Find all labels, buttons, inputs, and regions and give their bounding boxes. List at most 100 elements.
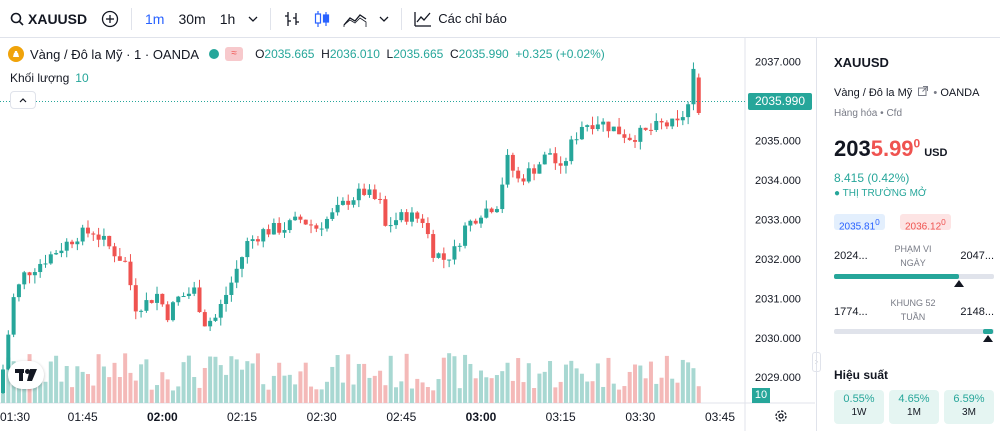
volume-bar xyxy=(117,377,122,403)
performance-1m[interactable]: 4.65% 1M xyxy=(889,390,939,424)
volume-bar xyxy=(155,385,160,403)
interval-30m[interactable]: 30m xyxy=(178,10,206,27)
candle-body xyxy=(117,256,122,261)
day-price-marker-icon xyxy=(953,280,964,287)
candle-body xyxy=(590,125,595,130)
candle-body xyxy=(425,223,430,235)
chart-settings-button[interactable] xyxy=(773,408,789,429)
performance-title: Hiệu suất xyxy=(834,368,889,382)
candle-body xyxy=(181,296,186,298)
volume-bar xyxy=(282,375,287,403)
candle-body xyxy=(553,153,558,164)
area-style-button[interactable] xyxy=(337,0,373,38)
tradingview-logo[interactable] xyxy=(8,361,44,389)
candle-body xyxy=(431,234,436,258)
day-range-bar xyxy=(834,274,994,279)
high-value: 2036.010 xyxy=(329,47,380,61)
candle-body xyxy=(85,227,90,234)
volume-bar xyxy=(691,368,696,403)
candle-body xyxy=(601,121,606,125)
panel-description: Vàng / Đô la Mỹ • OANDA xyxy=(834,86,979,99)
volume-bar xyxy=(590,381,595,403)
candle-body xyxy=(484,208,489,218)
volume-label[interactable]: Khối lượng xyxy=(10,71,70,85)
volume-bar xyxy=(484,377,489,403)
candle-body xyxy=(516,170,521,179)
interval-dropdown[interactable] xyxy=(242,0,264,38)
candle-body xyxy=(510,154,515,171)
close-value: 2035.990 xyxy=(458,47,509,61)
volume-bar xyxy=(319,389,324,403)
volume-bar xyxy=(372,375,377,403)
market-open-dot-icon xyxy=(209,49,220,59)
series-title[interactable]: Vàng / Đô la Mỹ · 1 · OANDA xyxy=(30,46,200,62)
y-tick-label: 2037.000 xyxy=(755,57,801,69)
perf-label: 1M xyxy=(907,407,921,418)
candle-body xyxy=(27,272,32,276)
open-value: 2035.665 xyxy=(264,47,315,61)
bid-price[interactable]: 2035.810 xyxy=(834,214,885,232)
candle-body xyxy=(691,68,696,105)
volume-bar xyxy=(64,366,69,403)
bar-style-button[interactable] xyxy=(277,0,307,38)
plus-circle-icon xyxy=(101,10,119,27)
performance-3m[interactable]: 6.59% 3M xyxy=(944,390,994,424)
x-tick-label: 01:45 xyxy=(68,410,98,424)
performance-1w[interactable]: 0.55% 1W xyxy=(834,390,884,424)
volume-bar xyxy=(303,362,308,403)
day-high: 2047... xyxy=(960,250,994,262)
ask-value: 2036.12 xyxy=(905,221,942,233)
panel-price: 2035.990USD xyxy=(834,136,947,162)
external-link-icon[interactable] xyxy=(918,86,929,96)
week52-low: 1774... xyxy=(834,306,868,318)
volume-bar xyxy=(686,362,691,403)
style-dropdown[interactable] xyxy=(373,0,395,38)
volume-bar xyxy=(85,374,90,403)
candle-body xyxy=(16,284,21,298)
candle-body xyxy=(218,303,223,318)
volume-bar xyxy=(633,364,638,403)
volume-bar xyxy=(75,366,80,403)
delay-badge[interactable]: ≈ xyxy=(225,47,244,61)
perf-label: 1W xyxy=(851,407,867,418)
ask-price[interactable]: 2036.120 xyxy=(900,214,951,233)
current-price-tag: 2035.990 xyxy=(748,93,812,111)
candle-body xyxy=(569,139,574,162)
candles-style-button[interactable] xyxy=(307,0,337,38)
top-toolbar: XAUUSD 1m 30m 1h Các chỉ báo xyxy=(0,0,1000,38)
indicators-label: Các chỉ báo xyxy=(438,11,507,26)
volume-bar xyxy=(452,356,457,403)
candle-body xyxy=(627,137,632,141)
compare-button[interactable] xyxy=(95,0,125,38)
candle-body xyxy=(378,198,383,200)
category-type: Cfd xyxy=(886,108,902,119)
candle-body xyxy=(293,216,298,221)
volume-bar xyxy=(324,381,329,403)
panel-change: 8.415 (0.42%) xyxy=(834,171,910,185)
candle-body xyxy=(176,296,181,303)
open-label: O xyxy=(255,47,265,61)
price-currency: USD xyxy=(924,147,948,159)
volume-bar xyxy=(54,355,59,403)
price-chart[interactable]: 2037.0002036.0002035.0002034.0002033.000… xyxy=(0,38,815,431)
volume-bar xyxy=(356,363,361,403)
interval-1m[interactable]: 1m xyxy=(145,10,165,27)
panel-description-text[interactable]: Vàng / Đô la Mỹ xyxy=(834,87,913,99)
symbol-search-button[interactable]: XAUUSD xyxy=(0,0,95,38)
chart-area[interactable]: 2037.0002036.0002035.0002034.0002033.000… xyxy=(0,38,815,431)
volume-bar xyxy=(202,367,207,403)
interval-1h[interactable]: 1h xyxy=(219,10,236,27)
week52-range-label: KHUNG 52 TUẦN xyxy=(880,296,946,324)
collapse-legend-button[interactable] xyxy=(10,91,36,109)
panel-symbol[interactable]: XAUUSD xyxy=(834,55,889,70)
volume-bar xyxy=(277,362,282,403)
indicators-button[interactable]: Các chỉ báo xyxy=(408,0,507,38)
candle-body xyxy=(420,218,425,224)
candle-body xyxy=(314,225,319,229)
candle-body xyxy=(585,125,590,127)
y-tick-label: 2031.000 xyxy=(755,293,801,305)
volume-bar xyxy=(611,383,616,403)
volume-bar xyxy=(521,382,526,403)
candle-body xyxy=(574,139,579,141)
volume-bar xyxy=(197,387,202,403)
